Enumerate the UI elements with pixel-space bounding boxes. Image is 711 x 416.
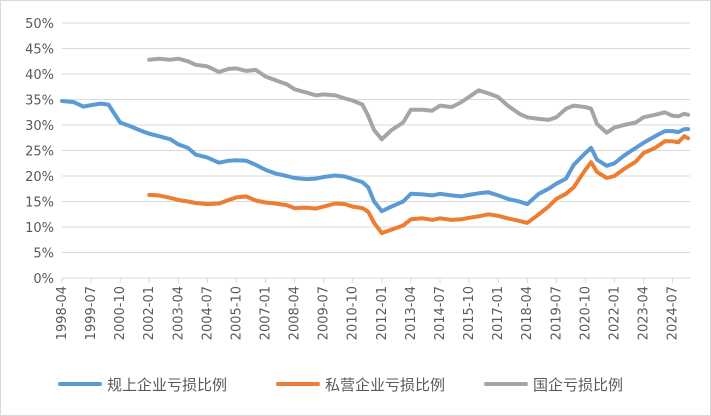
x-tick-label: 2003-04 xyxy=(171,286,186,340)
y-tick-label: 10% xyxy=(25,221,54,236)
x-tick-label: 2000-10 xyxy=(113,286,128,340)
x-tick-label: 2023-04 xyxy=(636,286,651,340)
x-tick-label: 2009-07 xyxy=(317,286,332,340)
y-tick-label: 15% xyxy=(25,196,54,211)
x-tick-label: 2002-01 xyxy=(142,286,157,340)
y-tick-label: 45% xyxy=(25,43,54,58)
series-line-3 xyxy=(147,56,691,142)
y-tick-label: 40% xyxy=(25,68,54,83)
x-tick-label: 2015-10 xyxy=(462,286,477,340)
series-line-2 xyxy=(147,134,691,236)
x-tick-label: 2014-07 xyxy=(433,286,448,340)
x-tick-label: 2008-04 xyxy=(288,286,303,340)
x-tick-label: 2004-07 xyxy=(200,286,215,340)
legend-label-2: 私营企业亏损比例 xyxy=(325,376,445,394)
x-tick-label: 2007-01 xyxy=(259,286,274,340)
x-tick-label: 1999-07 xyxy=(84,286,99,340)
series-lines xyxy=(60,56,691,236)
x-tick-label: 2005-10 xyxy=(229,286,244,340)
y-axis-tick-labels: 0% 5% 10% 15% 20% 25% 30% 35% 40% 45% 50% xyxy=(25,17,54,287)
series-line-1 xyxy=(60,99,691,214)
legend: 规上企业亏损比例 私营企业亏损比例 国企亏损比例 xyxy=(58,376,623,394)
y-tick-label: 35% xyxy=(25,94,54,109)
y-tick-label: 50% xyxy=(25,17,54,32)
y-tick-label: 20% xyxy=(25,170,54,185)
x-tick-label: 2020-10 xyxy=(578,286,593,340)
y-tick-label: 30% xyxy=(25,119,54,134)
legend-label-1: 规上企业亏损比例 xyxy=(107,376,227,394)
x-tick-label: 2017-01 xyxy=(491,286,506,340)
x-tick-label: 2012-01 xyxy=(375,286,390,340)
x-tick-label: 2013-04 xyxy=(404,286,419,340)
x-tick-label: 2022-01 xyxy=(607,286,622,340)
x-tick-label: 1998-04 xyxy=(55,286,70,340)
y-tick-label: 25% xyxy=(25,145,54,160)
x-axis-tick-labels: 1998-04 1999-07 2000-10 2002-01 2003-04 2004-… xyxy=(55,286,681,340)
x-tick-label: 2024-07 xyxy=(666,286,681,340)
y-tick-label: 0% xyxy=(33,272,54,287)
x-tick-label: 2019-07 xyxy=(549,286,564,340)
x-tick-label: 2010-10 xyxy=(346,286,361,340)
y-tick-label: 5% xyxy=(33,247,54,262)
legend-label-3: 国企亏损比例 xyxy=(533,376,623,394)
x-tick-label: 2018-04 xyxy=(520,286,535,340)
